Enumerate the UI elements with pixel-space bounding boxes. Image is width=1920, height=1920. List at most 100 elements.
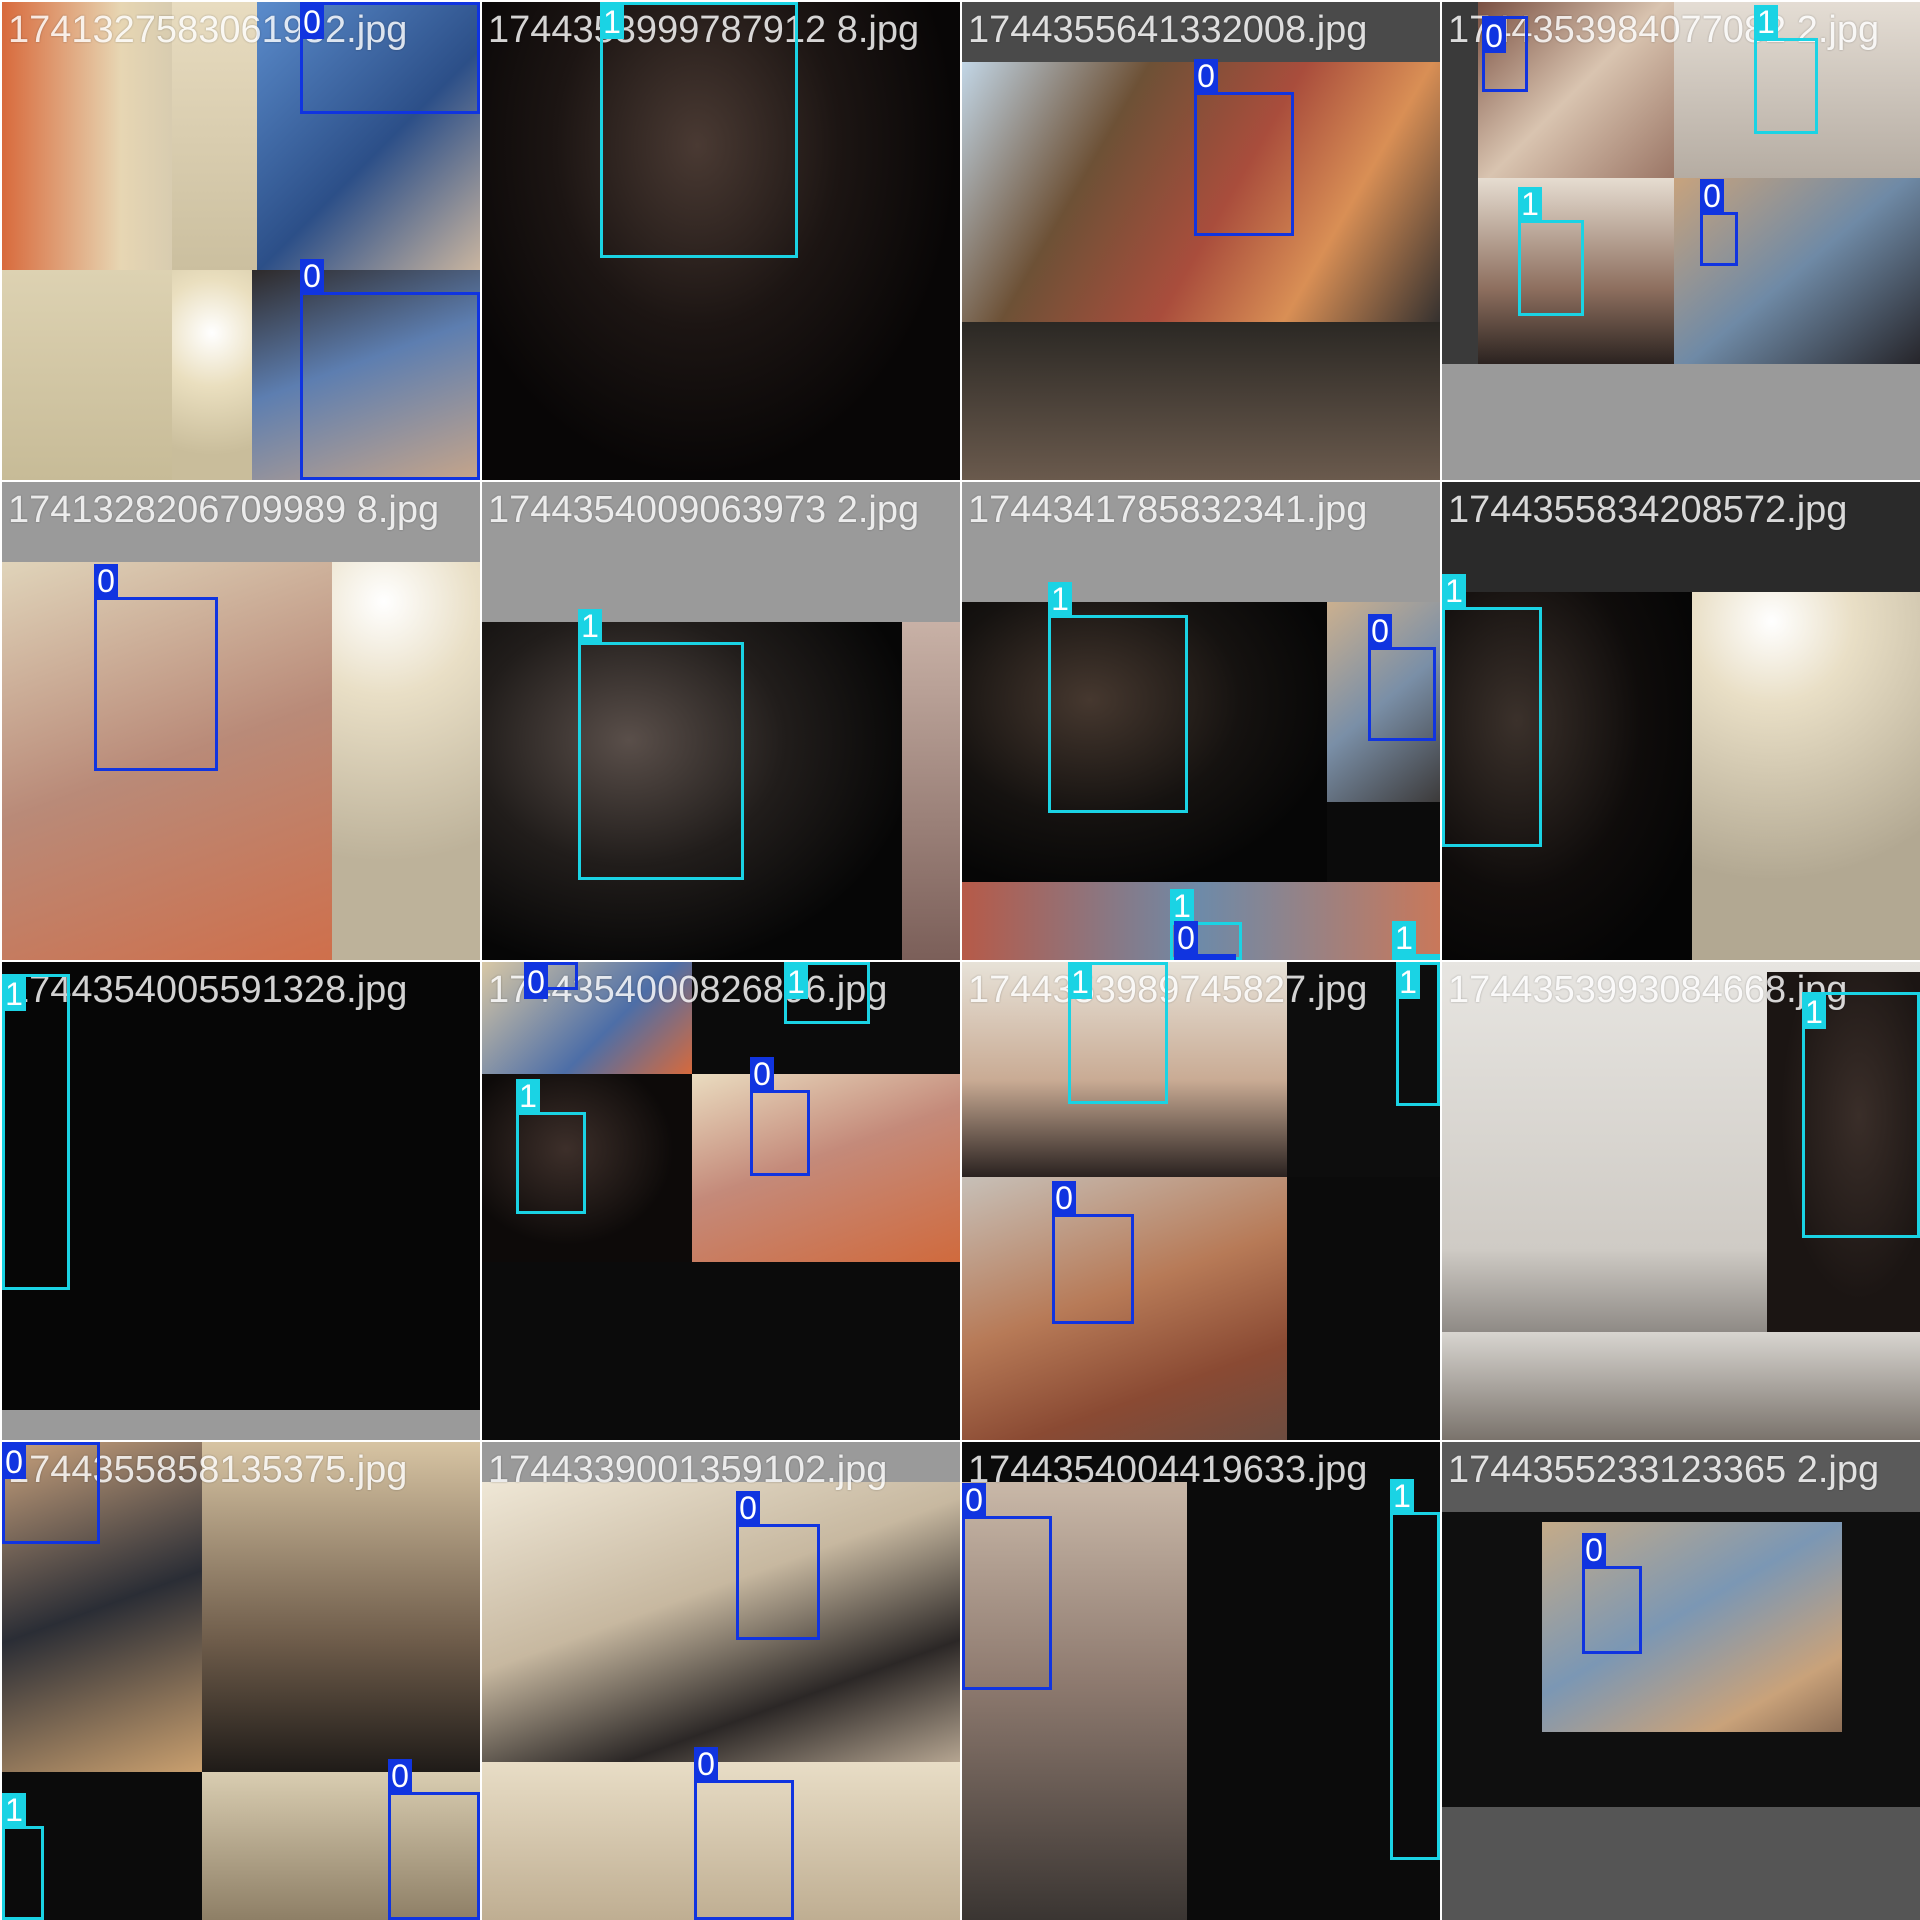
bounding-box-class-0: 0 bbox=[1700, 179, 1738, 266]
photo-region bbox=[962, 322, 1440, 480]
bounding-box-class-0: 0 bbox=[300, 2, 480, 114]
photo-region bbox=[172, 2, 272, 270]
photo-region bbox=[2, 482, 480, 562]
image-tile: 1744355834208572.jpg 1 bbox=[1442, 482, 1920, 960]
bounding-box-label: 0 bbox=[962, 1483, 986, 1517]
bounding-box-label: 1 bbox=[2, 1793, 26, 1827]
image-tile: 1744355641332008.jpg 0 bbox=[962, 2, 1440, 480]
photo-region bbox=[482, 482, 960, 622]
photo-region bbox=[252, 270, 480, 480]
bounding-box-label: 1 bbox=[1518, 187, 1542, 221]
bounding-box-label: 1 bbox=[1390, 1479, 1414, 1513]
photo-region bbox=[2, 1442, 202, 1772]
bounding-box-label: 0 bbox=[1482, 19, 1506, 53]
bounding-box-label: 0 bbox=[1174, 921, 1198, 955]
bounding-box-label: 1 bbox=[1442, 574, 1466, 608]
bounding-box-class-1: 1 bbox=[1802, 992, 1920, 1238]
bounding-box-class-1: 1 bbox=[2, 974, 70, 1290]
bounding-box-class-0: 0 bbox=[1368, 614, 1436, 741]
photo-region bbox=[1442, 1332, 1920, 1440]
bounding-box-class-1: 1 bbox=[1442, 574, 1542, 847]
photo-region bbox=[962, 62, 1440, 322]
image-tile: 1744353993084668.jpg 1 bbox=[1442, 962, 1920, 1440]
image-tile: 1744354000826896.jpg 0 1 1 0 bbox=[482, 962, 960, 1440]
photo-region bbox=[2, 562, 332, 960]
bounding-box-label: 1 bbox=[1754, 5, 1778, 39]
bounding-box-class-0: 0 bbox=[962, 1483, 1052, 1690]
bounding-box-class-1: 1 bbox=[1518, 187, 1584, 316]
bounding-box-label: 1 bbox=[516, 1079, 540, 1113]
photo-region bbox=[2, 2, 172, 270]
bounding-box-class-1: 1 bbox=[578, 609, 744, 880]
bounding-box-label: 1 bbox=[1802, 995, 1826, 1029]
image-tile: 1744354009063973 2.jpg 1 bbox=[482, 482, 960, 960]
bounding-box-label: 0 bbox=[694, 1747, 718, 1781]
bounding-box-label: 0 bbox=[1700, 179, 1724, 213]
bounding-box-class-1: 1 bbox=[2, 1793, 44, 1920]
photo-region bbox=[202, 1772, 480, 1920]
image-tile: 1744354005591328.jpg 1 bbox=[2, 962, 480, 1440]
bounding-box-label: 0 bbox=[736, 1491, 760, 1525]
bounding-box-label: 1 bbox=[1068, 965, 1092, 999]
photo-region bbox=[2, 270, 172, 480]
bounding-box-class-0: 0 bbox=[1174, 921, 1236, 960]
bounding-box-label: 0 bbox=[1052, 1181, 1076, 1215]
bounding-box-label: 1 bbox=[578, 609, 602, 643]
bounding-box-label: 1 bbox=[2, 977, 26, 1011]
bounding-box-class-1: 1 bbox=[1048, 582, 1188, 813]
bounding-box-class-0: 0 bbox=[300, 259, 480, 480]
bounding-box-class-0: 0 bbox=[1194, 59, 1294, 236]
photo-region bbox=[962, 962, 1287, 1177]
photo-region bbox=[1442, 364, 1920, 480]
bounding-box-class-0: 0 bbox=[1052, 1181, 1134, 1324]
bounding-box-label: 0 bbox=[2, 1445, 26, 1479]
image-tile: 1744355233123365 2.jpg 0 bbox=[1442, 1442, 1920, 1920]
photo-region bbox=[202, 1442, 480, 1772]
bounding-box-label: 0 bbox=[94, 564, 118, 598]
photo-region bbox=[962, 2, 1440, 62]
bounding-box-label: 0 bbox=[1582, 1533, 1606, 1567]
bounding-box-class-1: 1 bbox=[784, 962, 870, 1024]
bounding-box-class-0: 0 bbox=[736, 1491, 820, 1640]
photo-region bbox=[962, 1177, 1287, 1440]
photo-region bbox=[1442, 1807, 1920, 1920]
photo-region bbox=[1674, 2, 1920, 178]
photo-region bbox=[1692, 592, 1920, 960]
photo-region bbox=[1442, 482, 1920, 592]
bounding-box-label: 1 bbox=[784, 965, 808, 999]
bounding-box-label: 0 bbox=[300, 259, 324, 293]
image-tile: 1744341785832341.jpg 1 0 1 0 1 bbox=[962, 482, 1440, 960]
bounding-box-class-1: 1 bbox=[1754, 5, 1818, 134]
bounding-box-label: 0 bbox=[1194, 59, 1218, 93]
image-tile: 1741327583061932.jpg 0 0 bbox=[2, 2, 480, 480]
bounding-box-label: 0 bbox=[750, 1057, 774, 1091]
photo-region bbox=[482, 622, 902, 960]
photo-region bbox=[1478, 178, 1674, 364]
image-tile: 1744353989745827.jpg 1 1 0 bbox=[962, 962, 1440, 1440]
bounding-box-class-0: 0 bbox=[524, 962, 578, 999]
photo-region bbox=[332, 562, 480, 960]
image-tile: 1744354004419633.jpg 0 1 bbox=[962, 1442, 1440, 1920]
bounding-box-class-0: 0 bbox=[388, 1759, 480, 1920]
bounding-box-class-1: 1 bbox=[1392, 921, 1440, 960]
bounding-box-label: 0 bbox=[388, 1759, 412, 1793]
photo-region bbox=[962, 1482, 1187, 1920]
photo-region bbox=[962, 882, 1440, 960]
bounding-box-class-0: 0 bbox=[94, 564, 218, 771]
bounding-box-label: 1 bbox=[1396, 965, 1420, 999]
photo-region bbox=[692, 1074, 960, 1262]
bounding-box-class-0: 0 bbox=[1482, 16, 1528, 92]
photo-region bbox=[482, 962, 692, 1074]
photo-region bbox=[1442, 592, 1692, 960]
bounding-box-label: 0 bbox=[300, 5, 324, 39]
photo-region bbox=[482, 1762, 960, 1920]
photo-region bbox=[172, 270, 252, 480]
image-tile: 1744355858135375.jpg 0 0 1 bbox=[2, 1442, 480, 1920]
photo-region bbox=[2, 1772, 202, 1920]
photo-region bbox=[1767, 972, 1920, 1332]
bounding-box-class-1: 1 bbox=[1390, 1479, 1440, 1860]
bounding-box-class-0: 0 bbox=[2, 1442, 100, 1544]
bounding-box-class-0: 0 bbox=[750, 1057, 810, 1176]
bounding-box-class-1: 1 bbox=[600, 2, 798, 258]
